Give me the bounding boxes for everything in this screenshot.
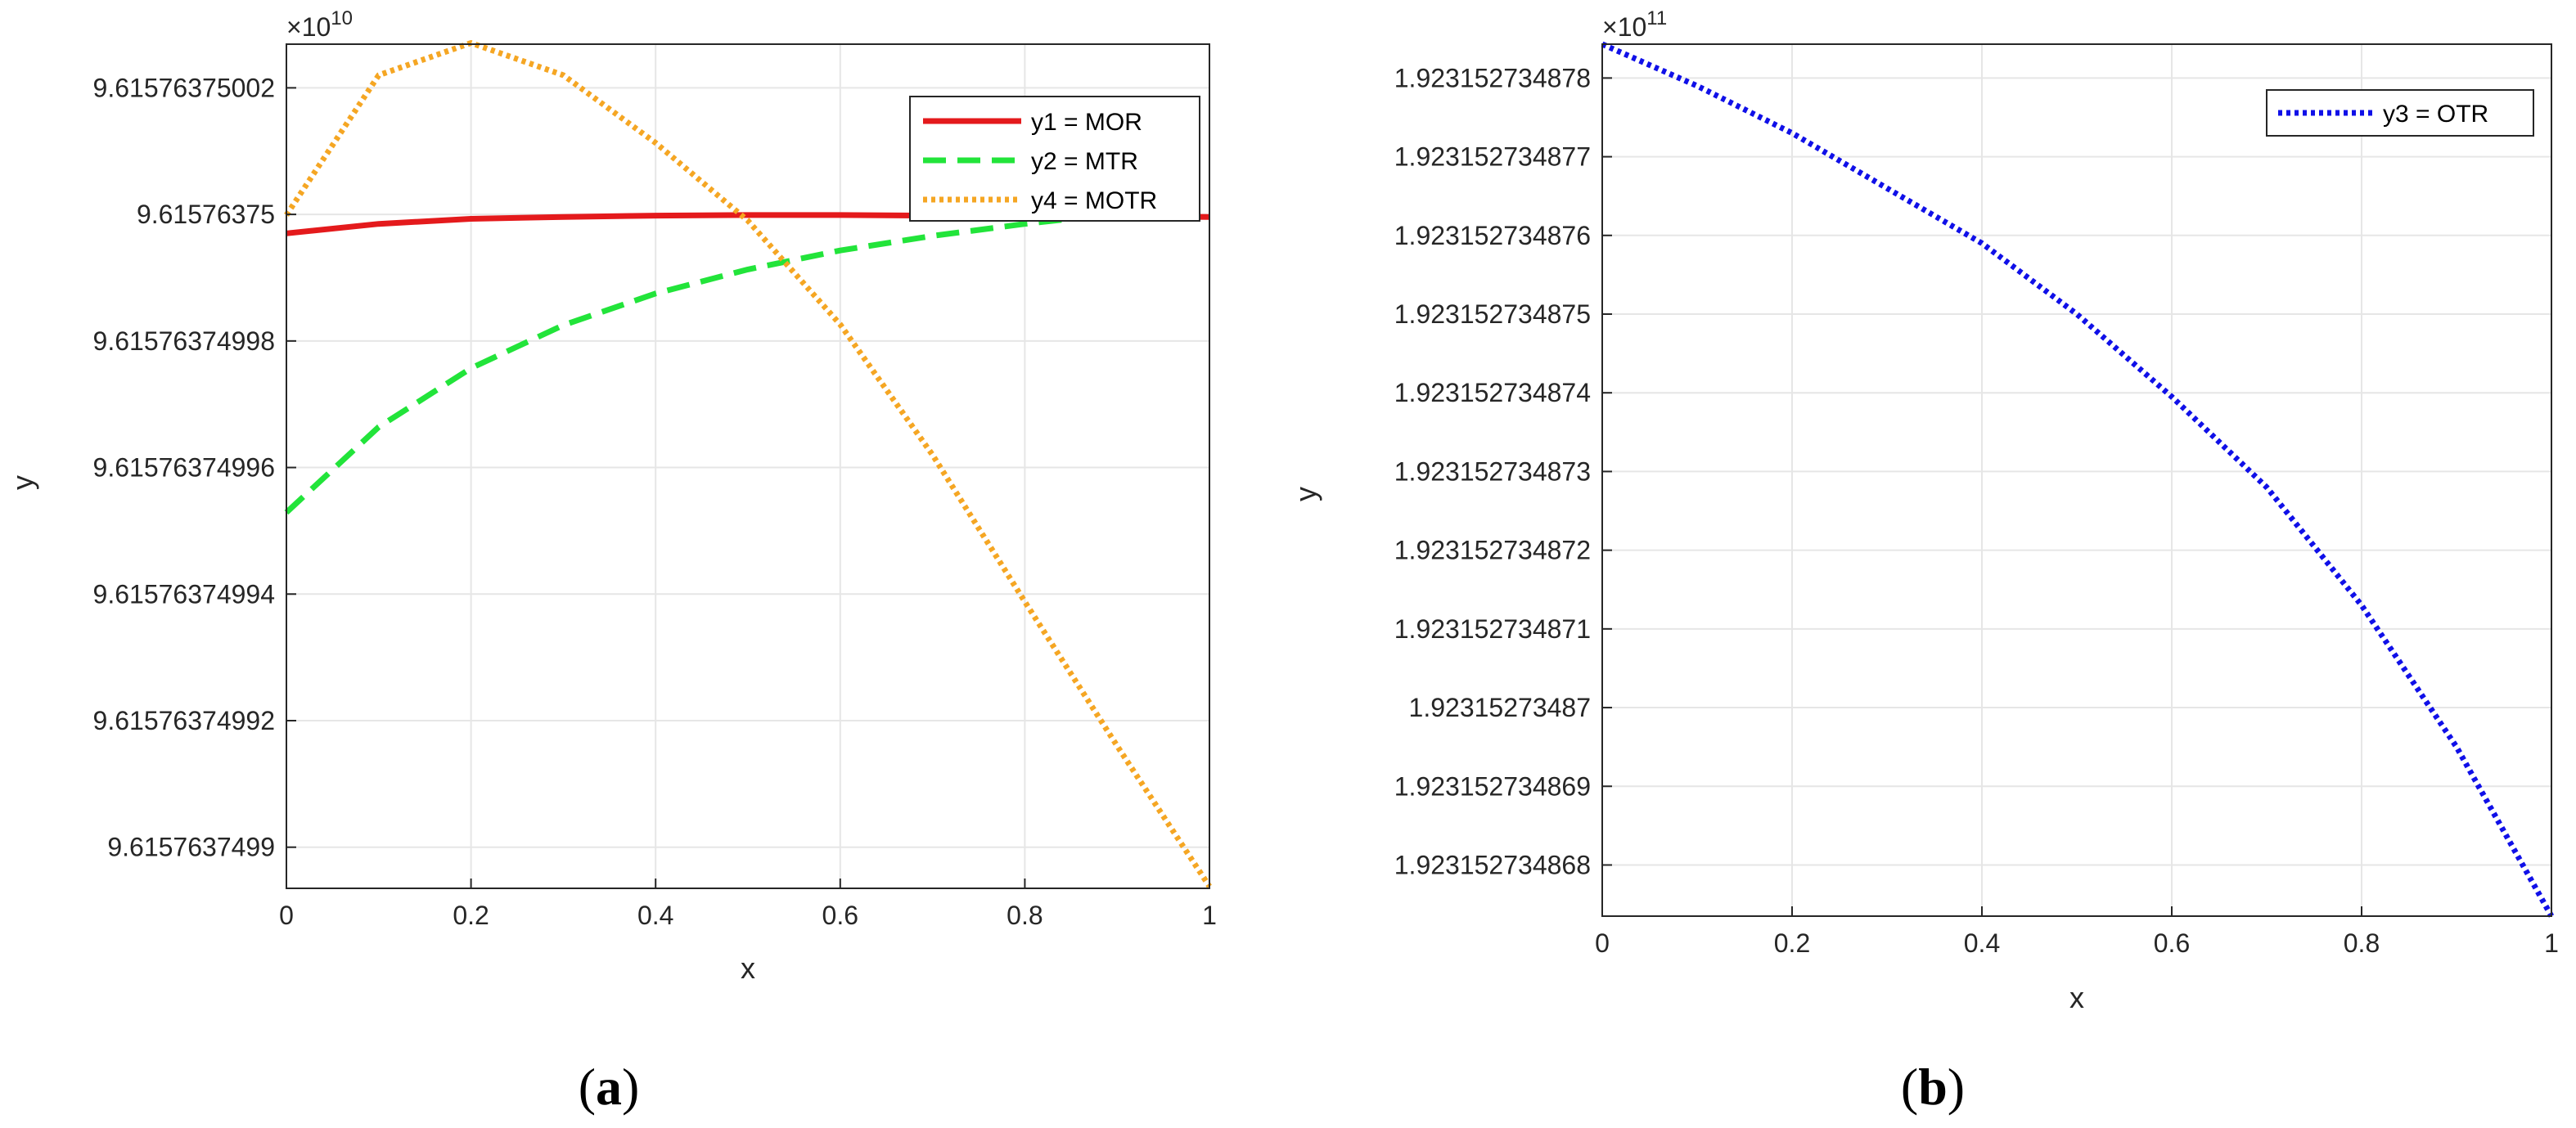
y-tick-label: 1.923152734878	[1394, 63, 1591, 92]
panel-a-x-ticks: 0 0.2 0.4 0.6 0.8 1	[279, 879, 1217, 930]
x-tick-label: 0.2	[453, 901, 489, 930]
panel-b-x-ticks: 0 0.2 0.4 0.6 0.8 1	[1595, 906, 2559, 958]
y-tick-label: 1.923152734877	[1394, 142, 1591, 172]
y-tick-label: 1.923152734868	[1394, 850, 1591, 879]
panel-a-y-axis-label: y	[6, 475, 39, 490]
panel-b: 0 0.2 0.4 0.6 0.8 1 1.9231527348681.923152734…	[1289, 7, 2559, 1116]
panel-b-legend: y3 = OTR	[2266, 89, 2534, 137]
x-tick-label: 0.6	[822, 901, 858, 930]
y-tick-label: 1.923152734875	[1394, 299, 1591, 329]
y-tick-label: 1.923152734873	[1394, 456, 1591, 486]
panel-b-grid	[1601, 44, 2552, 916]
x-tick-label: 1	[2544, 928, 2559, 958]
y-tick-label: 9.61576374996	[93, 453, 275, 483]
panel-b-x-axis-label: x	[2069, 981, 2084, 1014]
panel-b-series	[1601, 41, 2555, 918]
y-tick-label: 1.923152734874	[1394, 378, 1591, 407]
y-tick-label: 1.92315273487	[1409, 693, 1591, 722]
panel-b-plot-area	[1602, 44, 2551, 916]
x-tick-label: 0.8	[2344, 928, 2380, 958]
series-line	[284, 40, 1212, 888]
x-tick-label: 0	[279, 901, 294, 930]
y-tick-label: 1.923152734872	[1394, 536, 1591, 565]
y-tick-label: 1.923152734871	[1394, 614, 1591, 644]
panel-a-x-axis-label: x	[741, 951, 755, 985]
x-tick-label: 0.2	[1774, 928, 1810, 958]
y-tick-label: 1.923152734869	[1394, 771, 1591, 801]
y-tick-label: 1.923152734876	[1394, 221, 1591, 250]
x-tick-label: 0	[1595, 928, 1610, 958]
y-tick-label: 9.61576374998	[93, 326, 275, 356]
y-tick-label: 9.6157637499	[107, 833, 275, 862]
y-tick-label: 9.61576374992	[93, 706, 275, 735]
x-tick-label: 0.4	[1964, 928, 2000, 958]
panel-a-y-ticks: 9.6157637499 9.61576374992 9.61576374994 9.…	[93, 73, 296, 862]
x-tick-label: 0.8	[1007, 901, 1043, 930]
panel-b-y-axis-label: y	[1289, 487, 1322, 501]
x-tick-label: 1	[1202, 901, 1217, 930]
legend-label-y1: y1 = MOR	[1031, 109, 1142, 136]
panel-a-exponent: ×1010	[286, 7, 353, 42]
x-tick-label: 0.4	[637, 901, 673, 930]
y-tick-label: 9.61576375002	[93, 73, 275, 102]
panel-b-label: (b)	[1901, 1058, 1965, 1116]
panel-b-exponent: ×1011	[1602, 7, 1667, 42]
legend-label-y2: y2 = MTR	[1031, 148, 1138, 175]
panel-b-y-ticks: 1.923152734868 1.923152734869 1.9231527348…	[1394, 63, 1612, 879]
panel-a: 0 0.2 0.4 0.6 0.8 1 9.6157637499 9.61576374992…	[6, 7, 1217, 1116]
panel-a-axes-box	[286, 43, 1210, 889]
x-tick-label: 0.6	[2154, 928, 2190, 958]
panel-a-label: (a)	[579, 1058, 640, 1116]
series-line	[1601, 41, 2555, 918]
panel-b-axes-box	[1601, 43, 2552, 917]
y-tick-label: 9.61576375	[137, 200, 275, 229]
legend-label-y3: y3 = OTR	[2383, 101, 2488, 128]
y-tick-label: 9.61576374994	[93, 579, 275, 609]
legend-label-y4: y4 = MOTR	[1031, 187, 1157, 214]
panel-a-legend: y1 = MOR y2 = MTR y4 = MOTR	[909, 96, 1200, 222]
